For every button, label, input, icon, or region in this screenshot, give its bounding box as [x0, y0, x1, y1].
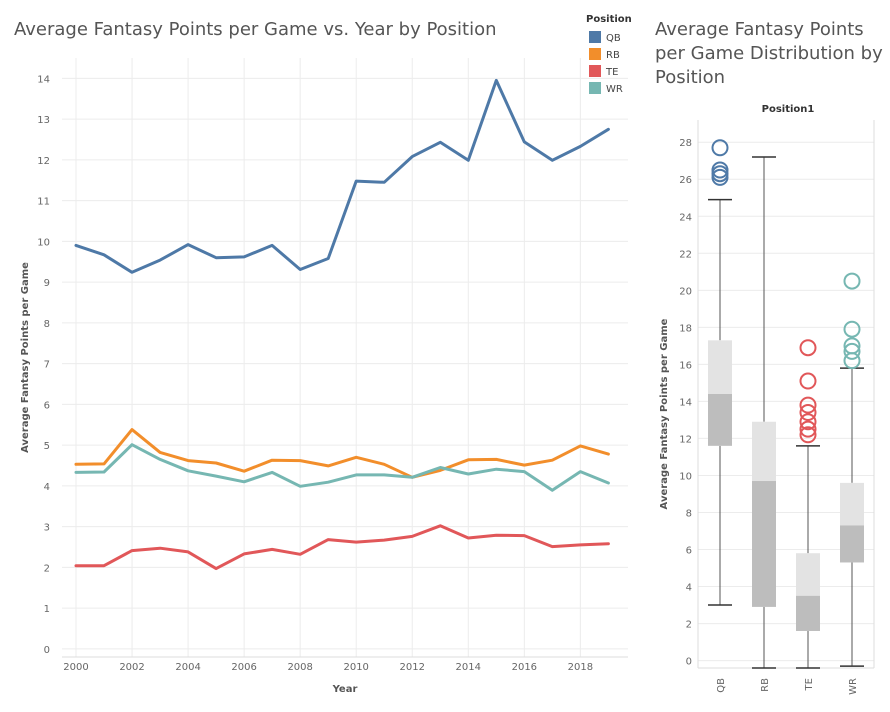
series-line-wr [74, 443, 610, 492]
outlier-te[interactable] [799, 339, 817, 357]
box-y-tick-label: 26 [679, 175, 692, 186]
box-y-tick-label: 2 [686, 620, 692, 631]
box-lower-qb [708, 394, 732, 446]
box-category-label-rb: RB [760, 678, 771, 692]
outlier-qb[interactable] [711, 168, 729, 186]
line-x-tick-label: 2004 [175, 662, 200, 673]
box-upper-rb [752, 421, 776, 482]
box-upper-qb [708, 340, 732, 394]
series-line-rb [74, 428, 610, 479]
line-y-tick-label: 2 [44, 563, 50, 574]
outlier-wr[interactable] [843, 320, 861, 338]
legend-label-rb: RB [606, 50, 620, 61]
line-y-tick-label: 6 [44, 400, 50, 411]
line-x-tick-label: 2008 [287, 662, 312, 673]
legend-label-wr: WR [606, 84, 623, 95]
line-x-tick-label: 2006 [231, 662, 256, 673]
line-y-tick-label: 4 [44, 482, 50, 493]
line-y-tick-label: 8 [44, 319, 50, 330]
outlier-qb[interactable] [711, 139, 729, 157]
box-y-tick-label: 0 [686, 657, 692, 668]
box-y-tick-label: 16 [679, 360, 692, 371]
line-x-tick-label: 2016 [512, 662, 537, 673]
box-y-tick-label: 28 [679, 138, 692, 149]
legend-label-qb: QB [606, 33, 621, 44]
series-line-te [74, 524, 610, 571]
box-upper-wr [840, 482, 864, 526]
box-lower-te [796, 595, 820, 631]
line-y-tick-label: 14 [37, 74, 50, 85]
line-x-tick-label: 2000 [63, 662, 88, 673]
series-line-qb [74, 78, 610, 274]
box-chart-title: Average Fantasy Points per Game Distribu… [655, 19, 883, 88]
line-y-tick-label: 9 [44, 278, 50, 289]
line-x-tick-label: 2014 [456, 662, 481, 673]
box-y-tick-label: 18 [679, 323, 692, 334]
legend-title: Position [586, 14, 632, 25]
box-y-tick-label: 22 [679, 249, 692, 260]
box-y-tick-label: 8 [686, 508, 692, 519]
box-y-tick-label: 20 [679, 286, 692, 297]
box-y-tick-label: 4 [686, 583, 692, 594]
box-panel-header: Position1 [762, 104, 815, 115]
outlier-te[interactable] [799, 404, 817, 422]
box-y-tick-label: 6 [686, 546, 692, 557]
box-upper-te [796, 553, 820, 596]
box-lower-wr [840, 525, 864, 563]
line-x-tick-label: 2018 [568, 662, 593, 673]
box-category-label-wr: WR [848, 678, 859, 695]
line-y-tick-label: 11 [37, 197, 50, 208]
box-y-tick-label: 14 [679, 397, 692, 408]
line-x-axis-title: Year [332, 684, 358, 695]
line-y-tick-label: 12 [37, 156, 50, 167]
legend-swatch-qb[interactable] [589, 31, 601, 43]
outlier-te[interactable] [799, 420, 817, 438]
line-y-tick-label: 7 [44, 360, 50, 371]
outlier-wr[interactable] [843, 272, 861, 290]
box-y-tick-label: 24 [679, 212, 692, 223]
box-y-tick-label: 12 [679, 434, 692, 445]
line-y-tick-label: 0 [44, 645, 50, 656]
line-chart-title: Average Fantasy Points per Game vs. Year… [14, 19, 497, 40]
box-category-label-te: TE [804, 678, 815, 691]
line-x-tick-label: 2002 [119, 662, 144, 673]
line-y-axis-title: Average Fantasy Points per Game [20, 262, 31, 453]
legend-label-te: TE [605, 67, 618, 78]
legend-swatch-wr[interactable] [589, 82, 601, 94]
line-y-tick-label: 5 [44, 441, 50, 452]
outlier-te[interactable] [799, 372, 817, 390]
line-x-tick-label: 2012 [400, 662, 425, 673]
outlier-te[interactable] [799, 396, 817, 414]
outlier-te[interactable] [799, 426, 817, 444]
box-lower-rb [752, 481, 776, 607]
line-y-tick-label: 13 [37, 115, 50, 126]
line-y-tick-label: 3 [44, 523, 50, 534]
outlier-te[interactable] [799, 413, 817, 431]
line-y-tick-label: 1 [44, 604, 50, 615]
line-x-tick-label: 2010 [343, 662, 368, 673]
legend-swatch-te[interactable] [589, 65, 601, 77]
outlier-wr[interactable] [843, 352, 861, 370]
line-y-tick-label: 10 [37, 237, 50, 248]
outlier-wr[interactable] [843, 342, 861, 360]
legend-swatch-rb[interactable] [589, 48, 601, 60]
box-category-label-qb: QB [716, 678, 727, 693]
box-y-tick-label: 10 [679, 471, 692, 482]
box-y-axis-title: Average Fantasy Points per Game [659, 318, 670, 509]
